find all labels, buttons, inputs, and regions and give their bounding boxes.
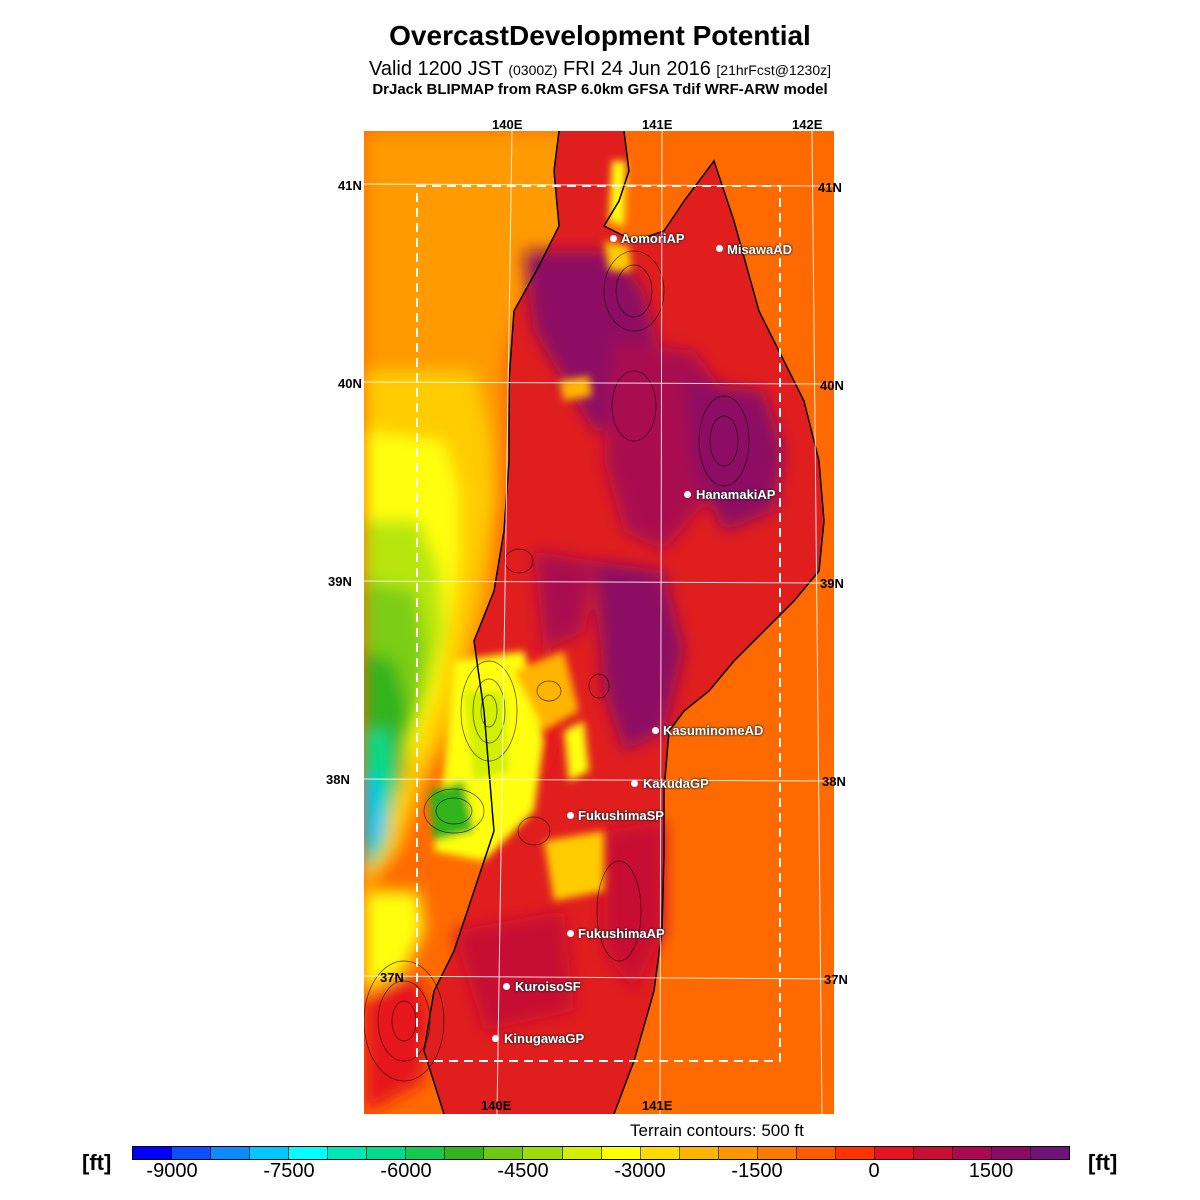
- utc-time: (0300Z): [508, 62, 558, 78]
- forecast-map: [364, 131, 834, 1114]
- colorbar-swatch-0: [133, 1147, 173, 1159]
- colorbar-swatch-13: [640, 1147, 680, 1159]
- colorbar-swatch-7: [406, 1147, 446, 1159]
- colorbar-swatch-16: [757, 1147, 797, 1159]
- station-marker-misawa[interactable]: [716, 245, 723, 252]
- station-label-kinugawa[interactable]: KinugawaGP: [504, 1031, 585, 1046]
- map-field: [364, 131, 834, 1114]
- colorbar-unit-right: [ft]: [1088, 1150, 1118, 1175]
- colorbar-swatch-12: [601, 1147, 641, 1159]
- station-marker-kinugawa[interactable]: [492, 1035, 499, 1042]
- lat-label-left-40n: 40N: [338, 376, 362, 391]
- forecast-date: FRI 24 Jun 2016: [562, 58, 711, 80]
- valid-time: Valid 1200 JST: [369, 58, 503, 80]
- station-marker-fukushima-sp[interactable]: [567, 812, 574, 819]
- colorbar-swatch-10: [523, 1147, 563, 1159]
- colorbar-swatch-5: [328, 1147, 368, 1159]
- colorbar-swatch-3: [250, 1147, 290, 1159]
- lat-label-left-38n: 38N: [326, 772, 350, 787]
- colorbar-swatch-1: [172, 1147, 212, 1159]
- station-label-misawa[interactable]: MisawaAD: [727, 242, 793, 257]
- station-marker-aomori[interactable]: [610, 235, 617, 242]
- colorbar-label: -3000: [614, 1160, 666, 1182]
- lat-label-right-37n: 37N: [824, 972, 848, 987]
- map-title: OvercastDevelopment Potential: [389, 20, 811, 51]
- lat-label-left-37n: 37N: [380, 970, 404, 985]
- colorbar-swatch-6: [367, 1147, 407, 1159]
- forecast-run: [21hrFcst@1230z]: [716, 62, 831, 78]
- station-label-hanamaki[interactable]: HanamakiAP: [696, 487, 776, 502]
- colorbar-swatch-15: [718, 1147, 758, 1159]
- colorbar-swatch-14: [679, 1147, 719, 1159]
- colorbar-swatch-11: [562, 1147, 602, 1159]
- station-marker-kasuminome[interactable]: [652, 727, 659, 734]
- colorbar-label: -6000: [380, 1160, 432, 1182]
- colorbar-swatch-21: [952, 1147, 993, 1159]
- colorbar-swatch-23: [1031, 1147, 1070, 1159]
- lon-label-top-141e: 141E: [642, 117, 673, 132]
- colorbar-label: -9000: [146, 1160, 198, 1182]
- colorbar-label: 0: [868, 1160, 880, 1182]
- lon-label-bottom-141e: 141E: [642, 1098, 673, 1113]
- colorbar-swatch-8: [445, 1147, 485, 1159]
- colorbar-swatch-9: [484, 1147, 524, 1159]
- station-label-fukushima-sp[interactable]: FukushimaSP: [578, 808, 664, 823]
- station-marker-hanamaki[interactable]: [684, 491, 691, 498]
- lat-label-right-39n: 39N: [820, 576, 844, 591]
- colorbar: [132, 1146, 1070, 1160]
- colorbar-unit-left: [ft]: [82, 1150, 112, 1175]
- colorbar-swatch-19: [874, 1147, 914, 1159]
- colorbar-label: -1500: [731, 1160, 783, 1182]
- colorbar-swatch-18: [835, 1147, 875, 1159]
- colorbar-swatch-22: [992, 1147, 1032, 1159]
- station-label-kasuminome[interactable]: KasuminomeAD: [663, 723, 764, 738]
- station-label-kuroiso[interactable]: KuroisoSF: [515, 979, 581, 994]
- terrain-contour-note: Terrain contours: 500 ft: [630, 1121, 804, 1140]
- colorbar-swatch-2: [211, 1147, 251, 1159]
- lon-label-bottom-140e: 140E: [481, 1098, 512, 1113]
- model-line: DrJack BLIPMAP from RASP 6.0km GFSA Tdif…: [372, 81, 828, 98]
- colorbar-swatch-17: [796, 1147, 836, 1159]
- lat-label-right-40n: 40N: [820, 378, 844, 393]
- lat-label-right-41n: 41N: [818, 180, 842, 195]
- lat-label-left-39n: 39N: [328, 574, 352, 589]
- lon-label-top-140e: 140E: [492, 117, 523, 132]
- station-marker-fukushima-ap[interactable]: [567, 930, 574, 937]
- lat-label-right-38n: 38N: [822, 774, 846, 789]
- station-label-fukushima-ap[interactable]: FukushimaAP: [578, 926, 665, 941]
- valid-time-line: Valid 1200 JST (0300Z) FRI 24 Jun 2016 […: [0, 58, 1200, 81]
- station-label-kakuda[interactable]: KakudaGP: [643, 776, 709, 791]
- lat-label-left-41n: 41N: [338, 178, 362, 193]
- station-label-aomori[interactable]: AomoriAP: [621, 231, 685, 246]
- colorbar-label: 1500: [968, 1160, 1014, 1182]
- colorbar-swatch-20: [913, 1147, 953, 1159]
- lon-label-top-142e: 142E: [792, 117, 823, 132]
- station-marker-kakuda[interactable]: [631, 780, 638, 787]
- station-marker-kuroiso[interactable]: [503, 983, 510, 990]
- colorbar-swatch-4: [289, 1147, 329, 1159]
- colorbar-label: -4500: [497, 1160, 549, 1182]
- colorbar-label: -7500: [263, 1160, 315, 1182]
